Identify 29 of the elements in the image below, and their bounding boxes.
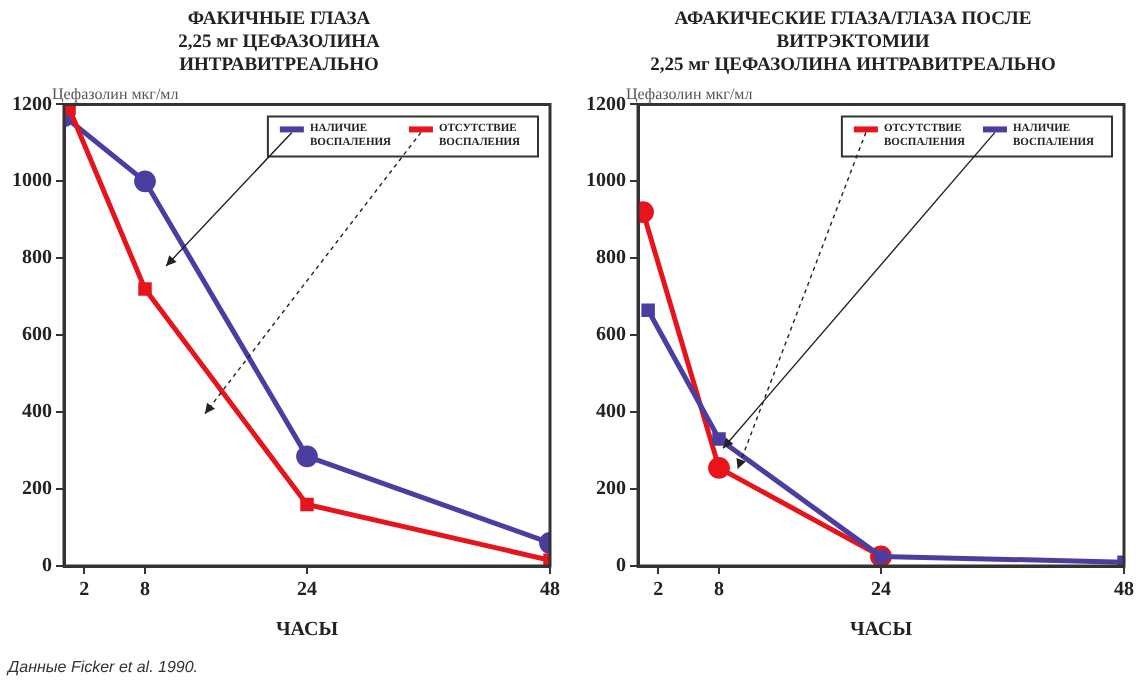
y-tick-label: 1000 — [586, 170, 626, 193]
y-tick-label: 600 — [596, 324, 626, 347]
x-tick-label: 24 — [871, 579, 891, 602]
x-tick-label: 2 — [653, 579, 664, 602]
x-tick-label: 8 — [140, 579, 150, 602]
chart-title: АФАКИЧЕСКИЕ ГЛАЗА/ГЛАЗА ПОСЛЕ ВИТРЭКТОМИИ 2,25 мг ЦЕФАЗОЛИНА ИНТРАВИТРЕАЛЬНО — [650, 10, 1056, 76]
x-axis-title: ЧАСЫ — [275, 619, 339, 642]
y-tick-label: 400 — [22, 401, 52, 424]
y-axis-title: Цефазолин мкг/мл — [52, 84, 179, 103]
y-tick-label: 1000 — [12, 170, 52, 193]
y-tick-label: 600 — [22, 324, 52, 347]
y-axis-title: Цефазолин мкг/мл — [626, 84, 753, 103]
x-tick-label: 48 — [540, 579, 560, 602]
y-tick-label: 1200 — [586, 93, 626, 116]
x-tick-label: 48 — [1114, 579, 1134, 602]
y-tick-label: 0 — [42, 555, 52, 578]
y-tick-label: 200 — [22, 478, 52, 501]
x-tick-label: 2 — [79, 579, 90, 602]
y-tick-label: 800 — [22, 247, 52, 270]
y-tick-label: 800 — [596, 247, 626, 270]
x-axis-title: ЧАСЫ — [849, 619, 913, 642]
x-tick-label: 24 — [297, 579, 317, 602]
text: Данные Ficker et al. 1990. — [8, 658, 199, 676]
chart-title: ФАКИЧНЫЕ ГЛАЗА 2,25 мг ЦЕФАЗОЛИНА ИНТРАВИТРЕАЛЬНО — [178, 10, 380, 76]
y-tick-label: 200 — [596, 478, 626, 501]
y-tick-label: 400 — [596, 401, 626, 424]
y-tick-label: 0 — [616, 555, 626, 578]
x-tick-label: 8 — [714, 579, 724, 602]
y-tick-label: 1200 — [12, 93, 52, 116]
